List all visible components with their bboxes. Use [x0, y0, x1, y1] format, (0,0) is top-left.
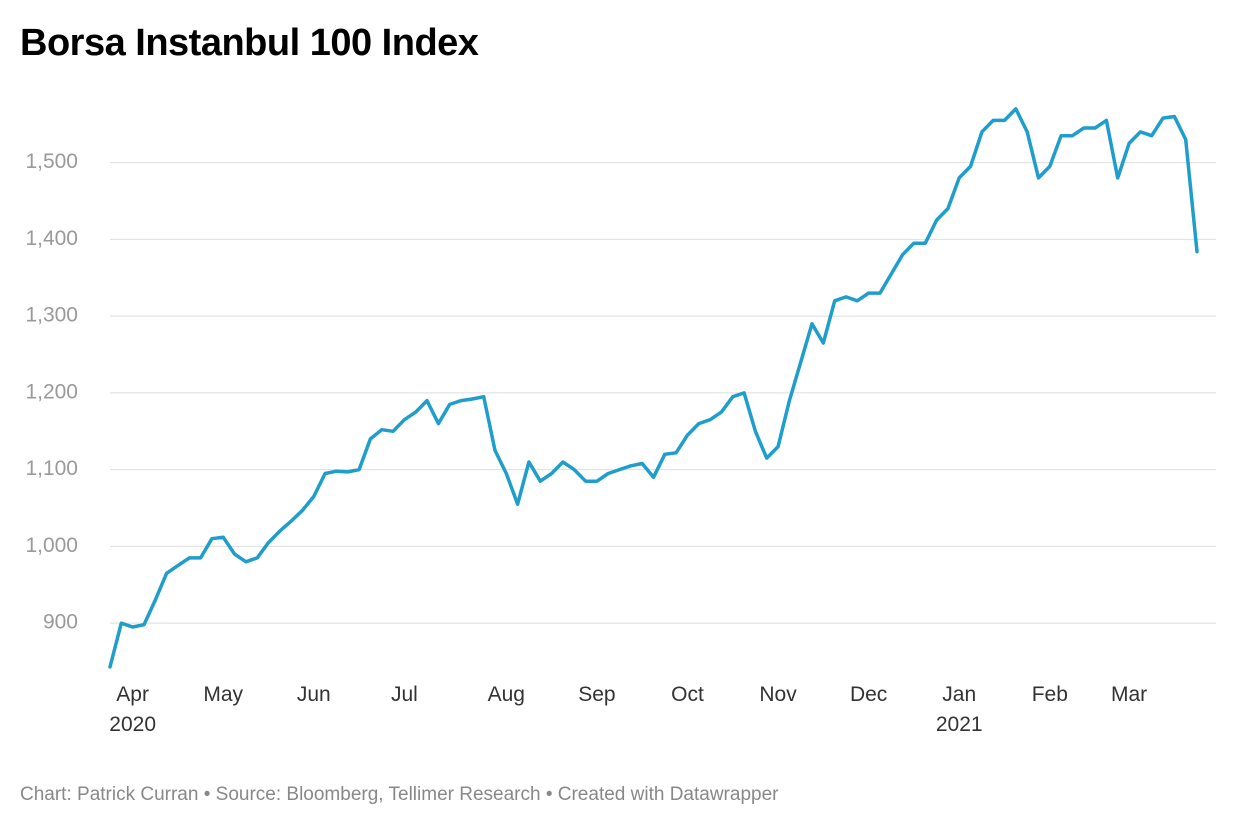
x-tick-label: May [203, 683, 244, 706]
x-tick-label: Mar [1110, 683, 1148, 706]
y-tick-label: 1,100 [25, 457, 78, 480]
x-tick-label: Jun [296, 683, 331, 706]
y-tick-label: 1,300 [25, 304, 78, 327]
footer: Chart: Patrick Curran • Source: Bloomber… [20, 784, 779, 805]
x-tick-label: Feb [1031, 683, 1068, 706]
x-tick-label: Apr 2020 [109, 683, 156, 736]
y-tick-label: 1,400 [25, 227, 78, 250]
x-tick-label: Jan 2021 [935, 683, 983, 736]
line [108, 107, 1199, 669]
y-tick-label: 900 [43, 611, 78, 634]
x-tick-label: Nov [759, 683, 797, 706]
y-tick-label: 1,000 [25, 534, 78, 557]
x-tick-label: Jul [390, 683, 418, 706]
x-tick-label: Oct [671, 683, 704, 706]
x-tick-label: Aug [487, 683, 525, 706]
chart-title: Borsa Instanbul 100 Index [20, 22, 479, 64]
x-tick-label: Dec [849, 683, 888, 706]
y-tick-label: 1,200 [25, 380, 78, 403]
y-tick-label: 1,500 [25, 150, 78, 173]
x-tick-label: Sep [578, 683, 616, 706]
